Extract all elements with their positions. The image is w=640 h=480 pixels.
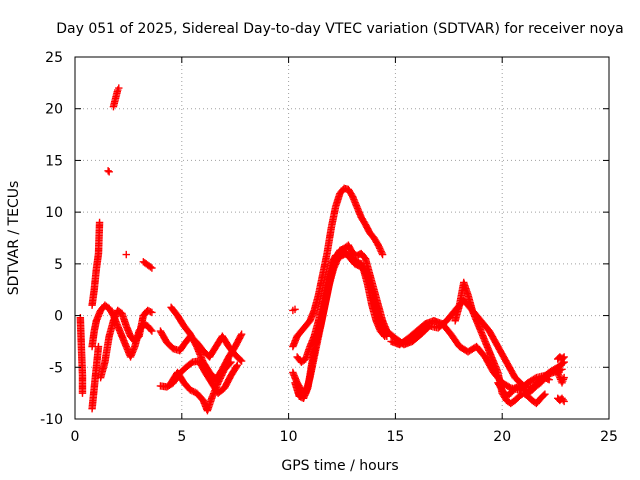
y-axis-label: SDTVAR / TECUs (6, 181, 22, 296)
data-point (559, 354, 567, 362)
data-point (558, 365, 566, 374)
y-tick-label: 20 (45, 102, 63, 118)
data-point (227, 358, 235, 366)
data-point (226, 359, 234, 368)
x-axis-label: GPS time / hours (281, 458, 398, 474)
data-point (148, 308, 156, 317)
y-tick-label: 10 (45, 205, 63, 221)
axis-ticks: 0 5 10 15 20 25 -10 -5 0 5 10 15 20 25 (40, 50, 618, 445)
data-point (104, 167, 112, 175)
data-point (237, 330, 246, 338)
x-tick-label: 10 (280, 429, 298, 445)
y-tick-label: 15 (45, 153, 63, 169)
data-point (148, 327, 156, 335)
x-tick-label: 5 (177, 429, 186, 445)
x-tick-label: 25 (600, 429, 618, 445)
y-tick-label: -5 (49, 360, 63, 376)
y-tick-label: -10 (40, 412, 63, 428)
y-tick-label: 0 (54, 309, 63, 325)
data-point (148, 264, 156, 272)
chart-title: Day 051 of 2025, Sidereal Day-to-day VTE… (56, 21, 624, 37)
data-point (147, 326, 155, 334)
data-point (105, 168, 113, 176)
x-tick-label: 15 (386, 429, 404, 445)
data-point (233, 361, 242, 369)
data-point (94, 342, 103, 351)
data-point (540, 391, 548, 399)
data-point (541, 390, 549, 398)
data-point (378, 250, 387, 259)
data-point (560, 353, 568, 361)
data-point (95, 218, 104, 227)
y-tick-label: 25 (45, 50, 63, 66)
gridlines (75, 57, 609, 419)
data-point (187, 359, 195, 367)
x-tick-label: 0 (71, 429, 80, 445)
data-point (237, 357, 246, 365)
data-point (78, 389, 87, 397)
y-tick-label: 5 (54, 257, 63, 273)
data-point (545, 375, 553, 384)
data-point (232, 362, 241, 371)
data-point (560, 373, 568, 382)
data-point (291, 305, 299, 314)
data-point (122, 250, 130, 259)
x-tick-label: 20 (493, 429, 511, 445)
plot-frame (74, 56, 610, 420)
data-point (560, 397, 568, 406)
data-point (236, 356, 245, 364)
data-points (76, 84, 568, 415)
data-point (115, 84, 123, 92)
